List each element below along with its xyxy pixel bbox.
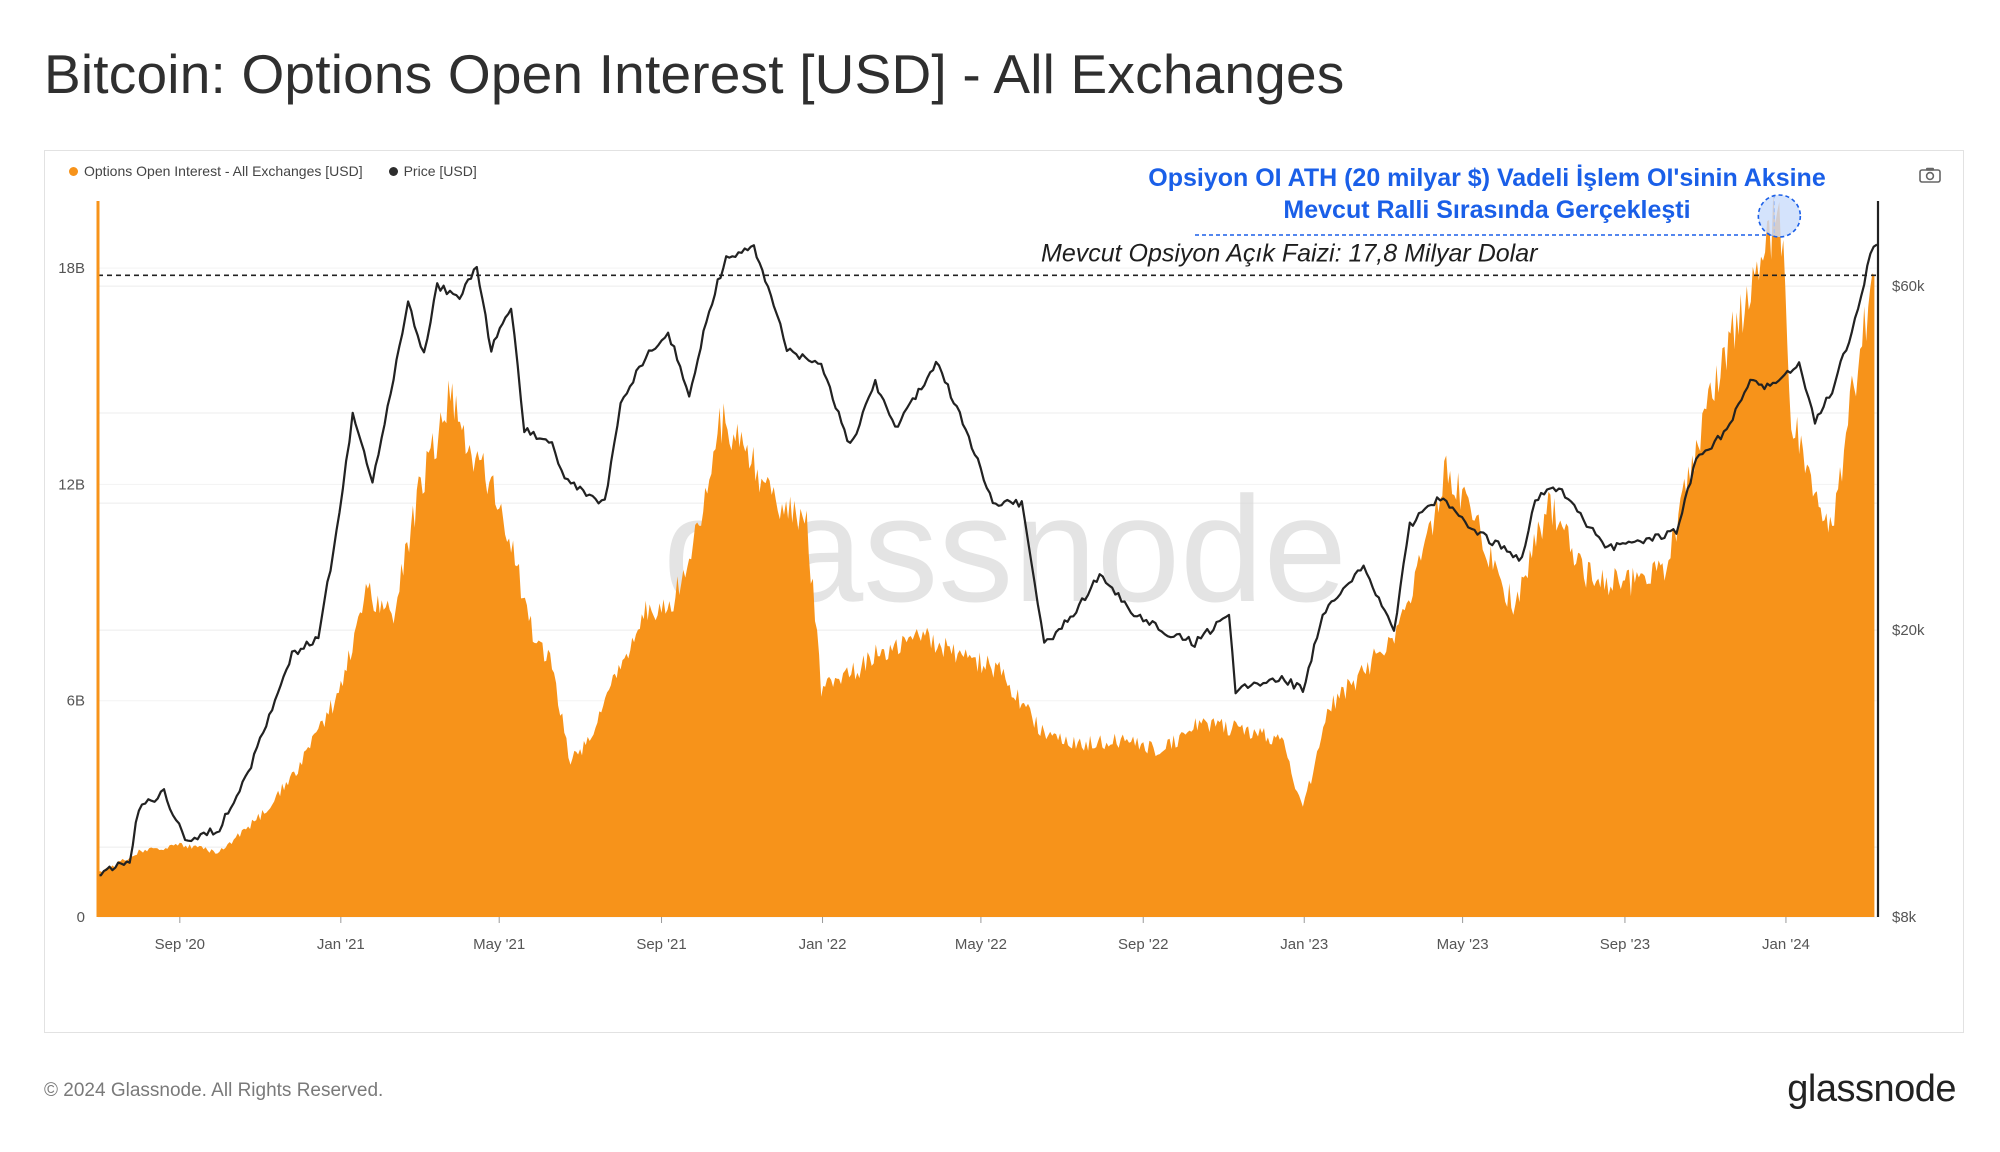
x-tick-label: Jan '23 [1280, 936, 1328, 953]
y-right-tick-label: $60k [1892, 278, 1925, 295]
legend-dot-oi-icon [69, 166, 78, 176]
camera-icon[interactable] [1919, 167, 1941, 183]
x-tick-label: Jan '22 [799, 936, 847, 953]
legend-item-oi[interactable]: Options Open Interest - All Exchanges [U… [69, 163, 363, 179]
chart-frame: Options Open Interest - All Exchanges [U… [44, 150, 1964, 1033]
glassnode-logo: glassnode [1787, 1068, 1956, 1110]
ath-annotation-line-2: Mevcut Ralli Sırasında Gerçekleşti [1283, 196, 1690, 224]
legend-label-price: Price [USD] [403, 163, 477, 179]
x-tick-label: May '22 [955, 936, 1007, 953]
y-right-tick-label: $20k [1892, 622, 1925, 639]
oi-area-series [98, 193, 1875, 918]
y-left-tick-label: 12B [58, 476, 85, 493]
copyright-text: © 2024 Glassnode. All Rights Reserved. [44, 1080, 384, 1101]
price-line-series [97, 243, 1878, 877]
x-tick-label: Sep '22 [1118, 936, 1168, 953]
x-tick-label: Jan '21 [317, 936, 365, 953]
y-right-tick-label: $8k [1892, 909, 1917, 926]
x-tick-label: Sep '21 [636, 936, 686, 953]
page-title: Bitcoin: Options Open Interest [USD] - A… [44, 43, 1345, 105]
legend-item-price[interactable]: Price [USD] [388, 163, 477, 179]
x-tick-label: Jan '24 [1762, 936, 1810, 953]
x-tick-label: Sep '23 [1600, 936, 1650, 953]
x-tick-label: May '23 [1437, 936, 1489, 953]
x-tick-label: May '21 [473, 936, 525, 953]
current-oi-label: Mevcut Opsiyon Açık Faizi: 17,8 Milyar D… [1041, 239, 1539, 267]
y-left-tick-label: 18B [58, 260, 85, 277]
y-left-tick-label: 6B [67, 693, 85, 710]
chart-plot: glassnode Mevcut Opsiyon Açık Faizi: 17,… [58, 164, 1925, 953]
legend-label-oi: Options Open Interest - All Exchanges [U… [84, 163, 363, 179]
ath-marker-circle [1757, 194, 1802, 238]
axis-labels: 0 6B 12B 18B $8k $20k $60k Sep '20 Jan '21 May '2… [58, 260, 1925, 953]
ath-annotation-line-1: Opsiyon OI ATH (20 milyar $) Vadeli İşle… [1148, 164, 1826, 192]
y-left-tick-label: 0 [77, 909, 85, 926]
x-tick-label: Sep '20 [155, 936, 205, 953]
legend-dot-price-icon [388, 166, 398, 176]
legend: Options Open Interest - All Exchanges [U… [69, 163, 477, 179]
